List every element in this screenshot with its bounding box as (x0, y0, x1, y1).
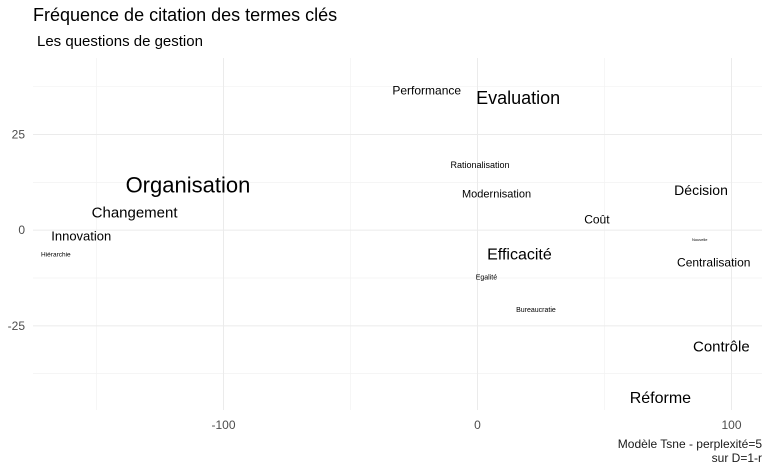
x-axis-ticks: -100 0 100 (211, 418, 741, 432)
x-tick-label: -100 (211, 418, 235, 432)
grid (33, 58, 762, 410)
term-label: Centralisation (677, 256, 750, 270)
term-label: Nouvelle (692, 237, 708, 242)
term-label: Evaluation (476, 88, 560, 108)
term-label: Performance (392, 84, 461, 98)
term-label: Décision (674, 182, 728, 198)
chart-subtitle: Les questions de gestion (37, 33, 203, 50)
caption-line-2: sur D=1-r (711, 451, 762, 465)
term-label: Hiérarchie (41, 252, 71, 259)
x-tick-label: 100 (722, 418, 742, 432)
term-label: Rationalisation (451, 160, 510, 170)
term-label: Réforme (630, 390, 691, 407)
caption-line-1: Modèle Tsne - perplexité=5 (617, 437, 762, 451)
x-tick-label: 0 (474, 418, 481, 432)
term-label: Modernisation (462, 189, 531, 201)
caption: Modèle Tsne - perplexité=5 sur D=1-r (618, 437, 762, 465)
term-label: Coût (584, 212, 610, 226)
y-tick-label: -25 (8, 319, 26, 333)
term-label: Organisation (126, 173, 251, 198)
y-axis-ticks: -25 0 25 (8, 128, 26, 333)
term-label: Contrôle (693, 338, 750, 355)
term-label: Changement (92, 204, 179, 221)
y-tick-label: 0 (18, 223, 25, 237)
term-label: Bureaucratie (516, 307, 556, 314)
chart-title: Fréquence de citation des termes clés (33, 5, 338, 25)
term-label: Efficacité (487, 247, 552, 264)
y-tick-label: 25 (12, 128, 26, 142)
term-label: Innovation (51, 228, 111, 243)
term-label: Egalité (476, 275, 498, 282)
term-labels: Organisation Changement Innovation Hiérarch… (41, 84, 750, 407)
